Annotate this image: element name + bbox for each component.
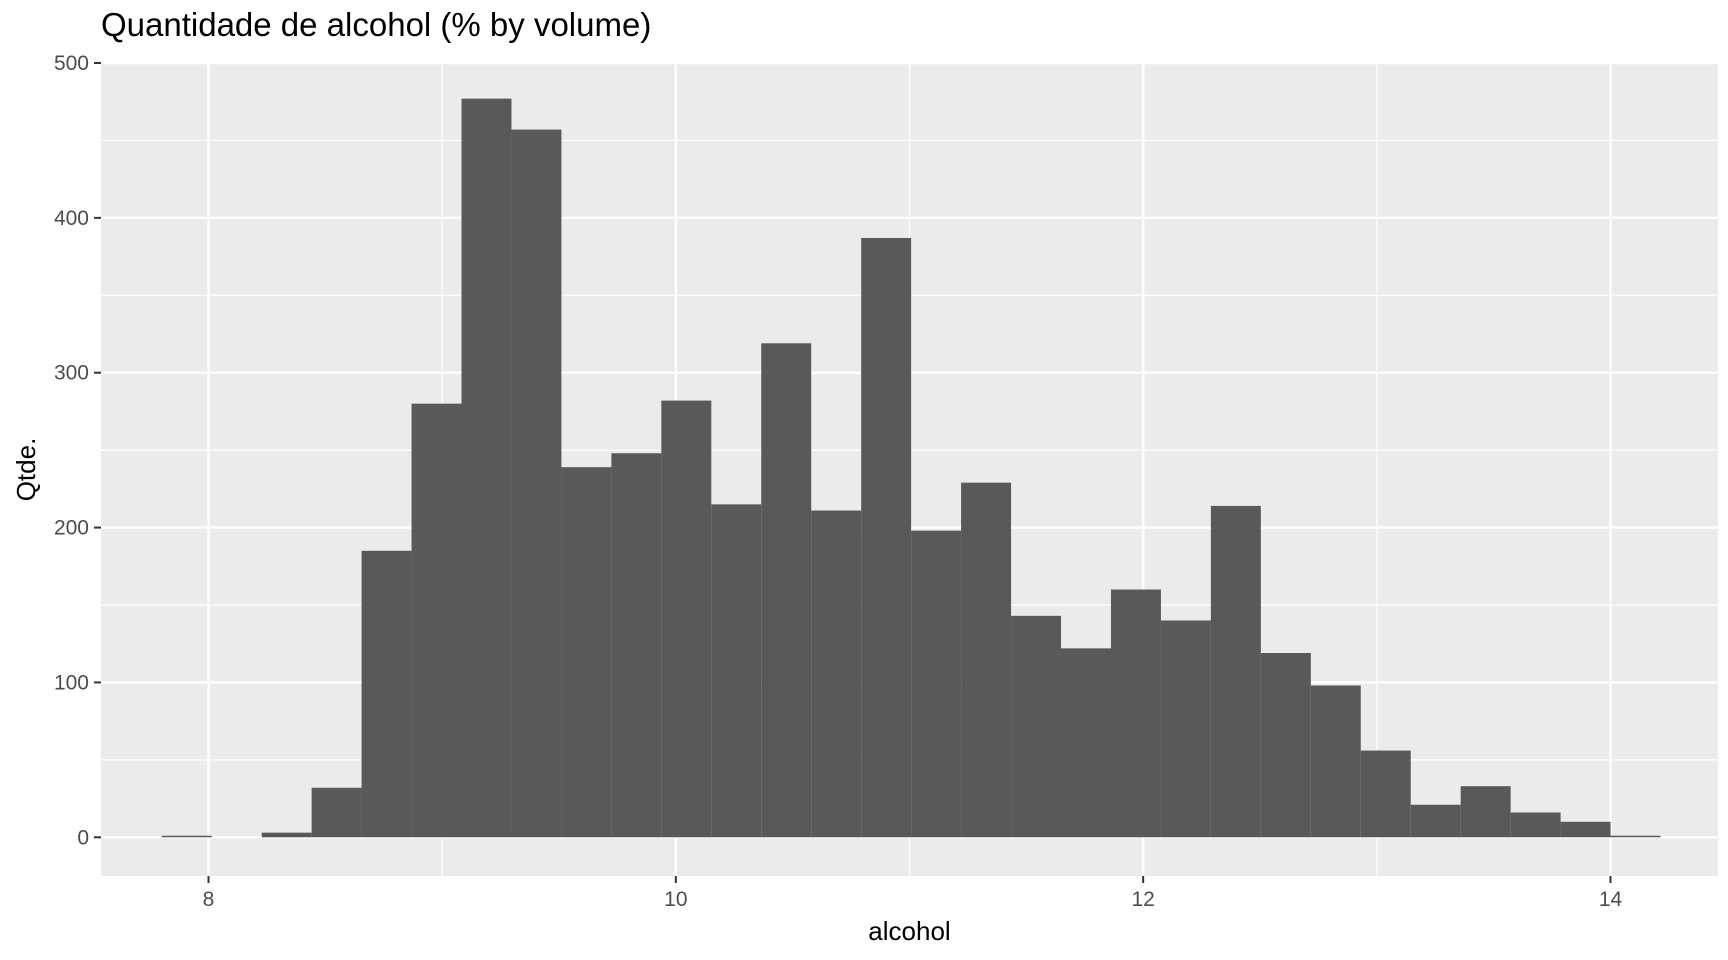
- axes: 8 10 12 14 0 100 200 300 400 500: [54, 52, 1623, 911]
- histogram-bar: [661, 400, 712, 838]
- histogram-bar: [811, 510, 862, 838]
- histogram-bars: [161, 98, 1661, 838]
- histogram-bar: [861, 237, 912, 838]
- y-tick-label: 300: [54, 362, 89, 385]
- histogram-bar: [1061, 648, 1111, 838]
- y-tick-label: 400: [54, 207, 89, 230]
- chart-title: Quantidade de alcohol (% by volume): [101, 6, 652, 43]
- histogram-bar: [561, 467, 612, 838]
- histogram-bar: [1210, 505, 1261, 838]
- histogram-bar: [461, 98, 512, 838]
- histogram-bar: [1011, 615, 1062, 838]
- histogram-bar: [361, 550, 412, 838]
- histogram-bar: [1310, 685, 1361, 838]
- histogram-bar: [311, 787, 362, 838]
- x-tick-label: 8: [203, 888, 215, 911]
- x-tick-label: 10: [664, 888, 687, 911]
- x-axis-title: alcohol: [868, 916, 950, 946]
- histogram-bar: [1360, 750, 1411, 838]
- histogram-bar: [411, 403, 462, 838]
- histogram-bar: [611, 453, 662, 838]
- x-tick-label: 12: [1131, 888, 1154, 911]
- histogram-bar: [511, 129, 562, 838]
- y-axis-title: Qtde.: [11, 438, 41, 502]
- histogram-bar: [1510, 812, 1561, 838]
- histogram-bar: [961, 482, 1012, 838]
- y-tick-label: 500: [54, 52, 89, 75]
- y-tick-label: 100: [54, 671, 89, 694]
- histogram-bar: [1260, 653, 1311, 838]
- y-tick-label: 0: [77, 826, 89, 849]
- y-tick-label: 200: [54, 517, 89, 540]
- histogram-bar: [711, 504, 762, 838]
- histogram-bar: [1160, 620, 1211, 838]
- histogram-bar: [161, 835, 212, 838]
- histogram-bar: [1410, 804, 1461, 838]
- histogram-bar: [911, 530, 962, 838]
- histogram-bar: [1560, 821, 1611, 838]
- histogram-bar: [761, 343, 812, 838]
- histogram-bar: [1610, 835, 1661, 838]
- histogram-bar: [1460, 786, 1511, 838]
- histogram-bar: [1110, 589, 1161, 838]
- histogram-bar: [261, 832, 312, 838]
- x-tick-label: 14: [1599, 888, 1623, 911]
